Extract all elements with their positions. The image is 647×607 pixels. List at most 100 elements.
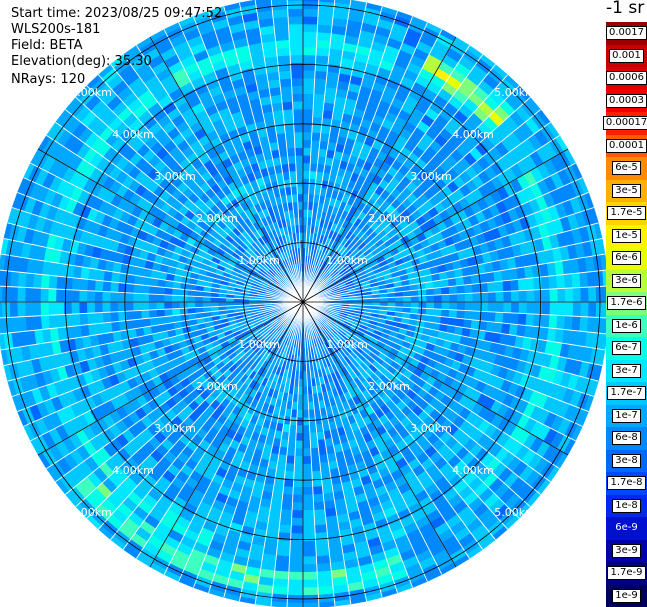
range-gate-cell (540, 314, 551, 329)
range-ring-label: 4.00km (452, 128, 494, 141)
range-ring-label: 5.00km (70, 86, 112, 99)
range-gate-cell (518, 290, 528, 303)
range-gate-cell (295, 432, 304, 442)
range-gate-cell (288, 31, 304, 41)
range-gate-cell (313, 85, 326, 95)
range-gate-cell (133, 283, 142, 294)
range-gate-cell (272, 484, 284, 495)
range-gate-cell (292, 486, 304, 496)
range-gate-cell (194, 301, 204, 308)
range-gate-cell (293, 463, 304, 473)
range-gate-cell (71, 289, 80, 303)
range-gate-cell (602, 317, 606, 335)
range-gate-cell (126, 319, 136, 331)
range-gate-cell (526, 289, 535, 303)
range-gate-cell (274, 125, 286, 135)
range-gate-cell (603, 301, 606, 319)
range-gate-cell (48, 275, 58, 290)
range-gate-cell (302, 509, 315, 519)
range-gate-cell (55, 288, 65, 303)
range-gate-cell (464, 301, 474, 312)
range-gate-cell (171, 301, 180, 310)
range-gate-cell (40, 274, 50, 289)
range-gate-cell (310, 155, 319, 165)
range-gate-cell (288, 162, 297, 172)
range-gate-cell (294, 455, 304, 465)
range-gate-cell (315, 54, 330, 65)
range-gate-cell (510, 301, 520, 314)
range-gate-cell (302, 517, 315, 527)
range-gate-cell (302, 77, 315, 87)
range-gate-cell (311, 470, 322, 480)
range-gate-cell (94, 290, 103, 303)
colorbar-level-label: 6e-6 (612, 251, 641, 266)
range-gate-cell (280, 85, 293, 95)
range-gate-cell (487, 301, 497, 313)
range-gate-cell (278, 70, 292, 80)
range-gate-cell (132, 301, 142, 312)
colorbar-title: -1 sr (606, 0, 645, 18)
range-gate-cell (109, 291, 119, 303)
colorbar-level: 0.001 (606, 44, 647, 67)
range-gate-cell (302, 425, 311, 434)
range-gate-cell (433, 294, 443, 303)
range-gate-cell (603, 285, 606, 303)
range-gate-cell (287, 16, 304, 25)
range-gate-cell (302, 54, 317, 64)
range-gate-cell (316, 570, 333, 580)
range-gate-cell (284, 132, 295, 141)
range-gate-cell (272, 8, 289, 19)
range-gate-cell (272, 16, 289, 26)
range-gate-cell (171, 294, 180, 303)
colorbar-level: 6e-7 (606, 337, 647, 360)
range-ring-label: 3.00km (154, 422, 196, 435)
colorbar-level-label: 6e-7 (612, 341, 641, 356)
range-gate-cell (291, 93, 304, 102)
range-gate-cell (302, 409, 310, 419)
range-gate-cell (502, 312, 512, 325)
range-gate-cell (125, 283, 135, 294)
range-gate-cell (302, 440, 311, 449)
colorbar-level-label: 0.0001 (606, 138, 647, 153)
range-gate-cell (541, 301, 551, 316)
range-gate-cell (410, 295, 420, 303)
range-gate-cell (572, 301, 582, 317)
range-gate-cell (148, 301, 157, 311)
colorbar-level-label: 3e-5 (612, 183, 641, 198)
range-gate-cell (109, 281, 119, 293)
range-gate-cell (471, 283, 481, 294)
colorbar-level-label: 0.0003 (606, 93, 647, 108)
range-gate-cell (302, 23, 318, 33)
range-gate-cell (274, 31, 290, 42)
range-gate-cell (448, 285, 458, 295)
range-gate-cell (274, 562, 290, 573)
range-gate-cell (315, 47, 330, 57)
range-gate-cell (510, 312, 520, 325)
range-gate-cell (302, 62, 316, 71)
range-gate-cell (317, 16, 334, 26)
range-gate-cell (297, 401, 304, 411)
range-gate-cell (287, 8, 304, 17)
range-gate-cell (533, 276, 543, 291)
range-gate-cell (79, 313, 89, 326)
range-gate-cell (586, 271, 597, 288)
range-gate-cell (302, 0, 320, 2)
range-gate-cell (541, 288, 551, 303)
range-gate-cell (63, 276, 73, 291)
range-gate-cell (156, 294, 165, 303)
range-gate-cell (156, 301, 165, 310)
range-gate-cell (289, 540, 304, 550)
range-gate-cell (290, 62, 304, 71)
range-gate-cell (17, 286, 26, 303)
range-gate-cell (313, 501, 326, 511)
range-gate-cell (163, 294, 173, 303)
range-gate-cell (281, 493, 294, 503)
range-gate-cell (310, 447, 320, 457)
range-gate-cell (186, 295, 196, 303)
range-gate-cell (156, 286, 166, 295)
range-gate-cell (571, 272, 581, 289)
colorbar-level: 0.00017 (602, 112, 647, 135)
range-gate-cell (302, 448, 312, 457)
range-gate-cell (79, 278, 89, 291)
colorbar-level: 6e-5 (606, 157, 647, 180)
